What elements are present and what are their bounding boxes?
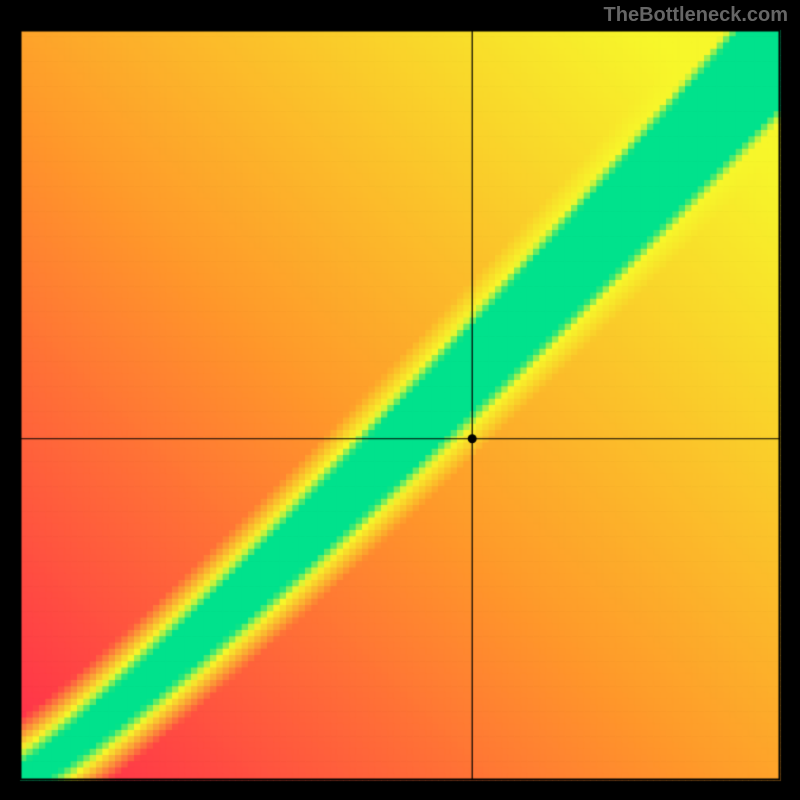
attribution-label: TheBottleneck.com	[604, 4, 788, 27]
bottleneck-heatmap	[0, 0, 800, 800]
